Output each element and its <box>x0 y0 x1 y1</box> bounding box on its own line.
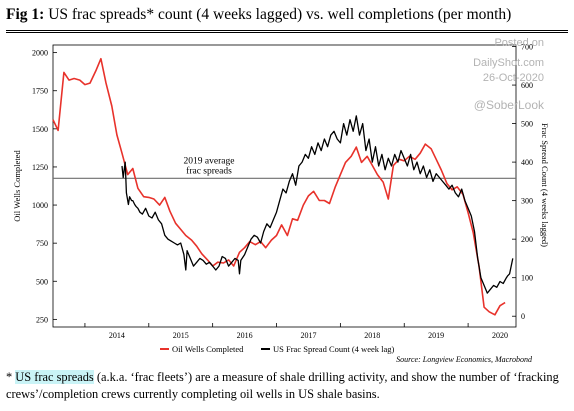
x-tick-label: 2020 <box>492 331 508 340</box>
figure-label: Fig 1: <box>6 6 45 23</box>
y2-tick-label: 200 <box>521 235 533 244</box>
footnote-prefix: * <box>6 370 16 384</box>
y2-axis-title: Frac Spread Count (4 weeks lagged) <box>540 123 550 247</box>
watermark-handle: @SoberLook <box>473 98 544 112</box>
y-axis-title: Oil Wells Completed <box>12 150 22 222</box>
y2-tick-label: 700 <box>521 43 533 52</box>
figure-title: Fig 1: US frac spreads* count (4 weeks l… <box>6 6 566 24</box>
chart-source: Source: Longview Economics, Macrobond <box>396 355 532 364</box>
y2-tick-label: 600 <box>521 81 533 90</box>
legend-label: Oil Wells Completed <box>172 344 244 354</box>
annotation-line2: frac spreads <box>186 165 232 176</box>
annotation-line1: 2019 average <box>184 156 235 166</box>
watermark-date: 26-Oct-2020 <box>482 72 544 84</box>
y-tick-label: 500 <box>36 277 48 286</box>
y2-tick-label: 400 <box>521 158 533 167</box>
x-tick-label: 2019 <box>428 331 444 340</box>
y2-tick-label: 500 <box>521 120 533 129</box>
x-tick-label: 2017 <box>300 331 316 340</box>
watermark-site: DailyShot.com <box>473 57 544 69</box>
series-line-frac-spread-count <box>121 115 514 294</box>
y-tick-label: 1750 <box>32 87 48 96</box>
y2-tick-label: 100 <box>521 274 533 283</box>
footnote-highlight: US frac spreads <box>15 370 94 384</box>
footnote: * US frac spreads (a.k.a. ‘frac fleets’)… <box>6 369 568 403</box>
y-tick-label: 2000 <box>32 49 48 58</box>
y-tick-label: 1250 <box>32 163 48 172</box>
watermark-posted-on: Posted on <box>494 37 544 49</box>
title-rule-top <box>6 30 568 31</box>
legend-label: US Frac Spread Count (4 week lag) <box>273 344 395 354</box>
y-tick-label: 750 <box>36 239 48 248</box>
x-tick-label: 2015 <box>173 331 189 340</box>
y-tick-label: 1000 <box>32 201 48 210</box>
chart-axes: 250 500 750 1000 1250 1500 1750 2000 0 100 200 300 4… <box>12 43 550 354</box>
y2-tick-label: 0 <box>521 312 525 321</box>
x-tick-label: 2018 <box>364 331 380 340</box>
y-tick-label: 1500 <box>32 125 48 134</box>
series-line-oil-wells-completed <box>52 57 506 316</box>
footnote-body: (a.k.a. ‘frac fleets’) are a measure of … <box>6 370 559 401</box>
x-tick-label: 2016 <box>237 331 253 340</box>
y-tick-label: 250 <box>36 315 48 324</box>
plot-frame <box>52 44 517 328</box>
y2-tick-label: 300 <box>521 197 533 206</box>
figure-title-text: US frac spreads* count (4 weeks lagged) … <box>48 6 512 23</box>
title-rule-bottom <box>6 32 568 33</box>
x-tick-label: 2014 <box>109 331 125 340</box>
